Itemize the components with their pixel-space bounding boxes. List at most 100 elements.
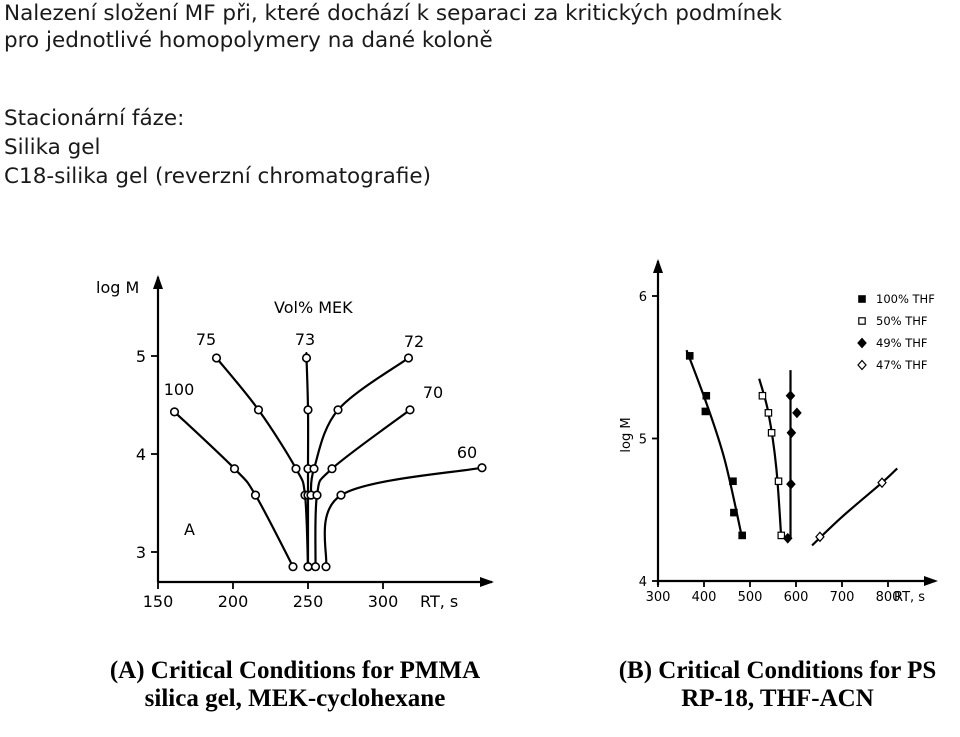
caption-a-line-1: (A) Critical Conditions for PMMA xyxy=(109,657,481,684)
data-point xyxy=(229,464,240,474)
legend-label: 50% THF xyxy=(876,314,928,328)
data-point xyxy=(785,390,796,402)
data-point xyxy=(312,490,322,500)
slide-title-line-2: pro jednotlivé homopolymery na dané kolo… xyxy=(4,28,493,53)
data-point xyxy=(321,562,331,572)
data-point xyxy=(857,359,867,371)
series-100: 100 xyxy=(164,380,298,572)
series-75: 75 xyxy=(196,330,313,572)
x-tick-label: 600 xyxy=(784,590,809,605)
y-tick-label: 5 xyxy=(639,433,647,448)
data-point xyxy=(303,562,313,572)
chart-a-axes: 3 4 5 150 200 250 300 RT, s log M Vol% MEK A xyxy=(96,275,494,611)
caption-a-line-2: silica gel, MEK-cyclohexane xyxy=(144,685,446,712)
x-tick-label: 500 xyxy=(738,590,763,605)
stationary-phase-heading: Stacionární fáze: xyxy=(4,106,185,131)
data-point xyxy=(730,508,738,517)
series-curve xyxy=(758,378,783,539)
series-72: 72 xyxy=(306,332,424,500)
series-curve xyxy=(811,467,898,547)
slide-title: Nalezení složení MF při, které dochází k… xyxy=(4,0,944,54)
series-label: 73 xyxy=(295,330,315,349)
data-point xyxy=(858,317,866,325)
legend-label: 49% THF xyxy=(876,336,928,350)
x-axis-label: RT, s xyxy=(894,590,925,605)
data-point xyxy=(858,295,866,303)
series-curve xyxy=(314,409,411,567)
series-47-thf: 47% THF xyxy=(811,358,928,547)
data-point xyxy=(477,463,487,473)
legend-label: 100% THF xyxy=(876,292,935,306)
series-73: 73 xyxy=(295,330,315,572)
data-point xyxy=(211,353,222,363)
series-label: 75 xyxy=(196,330,216,349)
series-label: 60 xyxy=(457,443,477,462)
series-70: 70 xyxy=(310,383,443,572)
data-point xyxy=(405,405,415,415)
stationary-phase-item-c18: C18-silika gel (reverzní chromatografie) xyxy=(4,164,431,189)
data-point xyxy=(777,531,786,540)
data-point xyxy=(767,429,776,437)
caption-a: (A) Critical Conditions for PMMA silica … xyxy=(70,657,520,713)
x-tick-label: 400 xyxy=(692,590,717,605)
stationary-phase-list: Stacionární fáze: Silika gel C18-silika … xyxy=(4,104,704,191)
y-axis-label: log M xyxy=(96,278,139,297)
data-point xyxy=(310,562,321,572)
y-tick-label: 3 xyxy=(136,543,146,562)
data-point xyxy=(291,464,301,474)
data-point xyxy=(309,464,319,474)
series-curve xyxy=(173,411,294,568)
y-tick-label: 5 xyxy=(136,347,146,366)
data-point xyxy=(288,562,298,572)
data-point xyxy=(786,478,796,490)
data-point xyxy=(333,405,343,415)
x-tick-label: 200 xyxy=(218,592,249,611)
x-tick-label: 800 xyxy=(876,590,901,605)
chart-a-pmma: 3 4 5 150 200 250 300 RT, s log M Vol% MEK A 100 75 7… xyxy=(96,275,494,611)
series-curve xyxy=(685,349,744,539)
data-point xyxy=(782,532,793,544)
caption-b: (B) Critical Conditions for PS RP-18, TH… xyxy=(595,657,960,713)
y-axis-arrow xyxy=(153,275,163,289)
x-axis-arrow xyxy=(924,576,938,586)
data-point xyxy=(169,407,180,417)
data-point xyxy=(701,407,710,416)
slide-title-line-1: Nalezení složení MF při, které dochází k… xyxy=(4,1,782,26)
series-curve xyxy=(309,357,410,496)
legend-title: Vol% MEK xyxy=(274,298,353,317)
data-point xyxy=(253,405,264,415)
data-point xyxy=(729,477,737,486)
data-point xyxy=(792,407,802,419)
data-point xyxy=(327,464,337,474)
y-tick-label: 6 xyxy=(639,290,647,305)
x-tick-label: 700 xyxy=(830,590,855,605)
data-point xyxy=(764,409,773,417)
x-axis-label: RT, s xyxy=(420,592,458,611)
y-axis-arrow xyxy=(653,259,663,273)
data-point xyxy=(774,477,783,486)
x-tick-label: 300 xyxy=(368,592,399,611)
data-point xyxy=(758,391,767,400)
data-point xyxy=(815,531,825,543)
data-point xyxy=(301,353,312,363)
data-point xyxy=(702,391,711,400)
series-50-thf: 50% THF xyxy=(758,314,928,540)
series-curve xyxy=(215,357,310,567)
x-tick-label: 300 xyxy=(646,590,671,605)
x-axis-arrow xyxy=(480,577,494,587)
data-point xyxy=(857,337,867,349)
caption-b-line-2: RP-18, THF-ACN xyxy=(681,685,874,712)
caption-b-line-1: (B) Critical Conditions for PS xyxy=(618,657,937,684)
series-60: 60 xyxy=(321,443,487,572)
data-point xyxy=(786,427,797,439)
x-tick-label: 250 xyxy=(293,592,324,611)
series-100-thf: 100% THF xyxy=(685,292,935,540)
data-point xyxy=(877,477,887,489)
data-point xyxy=(738,531,746,540)
legend-label: 47% THF xyxy=(876,358,928,372)
data-point xyxy=(685,352,694,360)
data-point xyxy=(403,353,414,363)
y-tick-label: 4 xyxy=(639,575,647,590)
